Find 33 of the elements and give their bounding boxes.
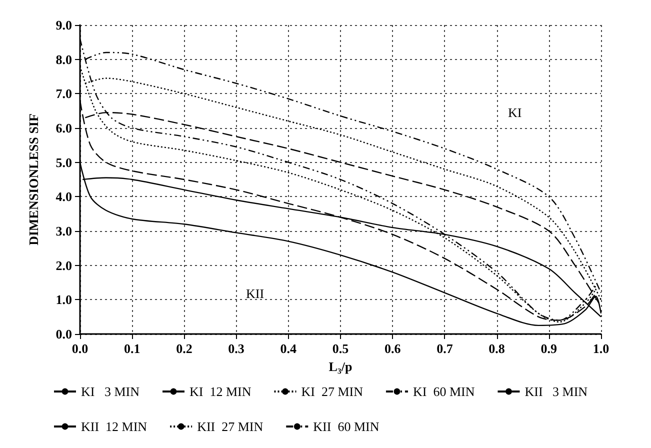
y-tick-label: 0.0 xyxy=(56,326,72,342)
legend-label: KII 27 MIN xyxy=(197,419,264,434)
x-tick-label: 0.4 xyxy=(280,341,298,356)
legend-label: KII 12 MIN xyxy=(81,419,148,434)
annotation: KII xyxy=(246,286,264,301)
x-tick-label: 0.0 xyxy=(72,341,88,356)
x-tick-label: 0.1 xyxy=(124,341,140,356)
legend-label: KII 60 MIN xyxy=(313,419,380,434)
x-tick-label: 0.3 xyxy=(228,341,245,356)
y-tick-label: 2.0 xyxy=(56,258,72,273)
y-tick-label: 1.0 xyxy=(56,292,72,308)
y-tick-label: 6.0 xyxy=(56,120,72,136)
x-tick-label: 0.5 xyxy=(332,341,350,356)
legend-label: KI 27 MIN xyxy=(301,384,364,399)
x-axis-title: L₃/p xyxy=(328,359,352,374)
y-tick-label: 7.0 xyxy=(56,86,72,102)
y-tick-label: 4.0 xyxy=(56,189,72,204)
x-tick-label: 0.9 xyxy=(540,341,558,356)
x-tick-label: 1.0 xyxy=(592,341,610,356)
y-axis-title: DIMENSIONLESS SIF xyxy=(26,114,41,246)
legend-label: KII 3 MIN xyxy=(524,384,588,399)
x-tick-label: 0.2 xyxy=(176,341,192,356)
y-tick-label: 8.0 xyxy=(56,52,72,67)
annotation: KI xyxy=(508,105,522,120)
y-tick-label: 3.0 xyxy=(56,224,72,238)
x-tick-label: 0.8 xyxy=(488,341,506,356)
y-tick-label: 5.0 xyxy=(56,154,72,170)
legend-label: KI 60 MIN xyxy=(412,384,476,399)
legend-label: KI 12 MIN xyxy=(189,384,252,399)
legend-label: KI 3 MIN xyxy=(81,384,140,399)
x-tick-label: 0.7 xyxy=(436,341,454,356)
x-tick-label: 0.6 xyxy=(384,341,402,356)
y-tick-label: 9.0 xyxy=(56,18,72,32)
